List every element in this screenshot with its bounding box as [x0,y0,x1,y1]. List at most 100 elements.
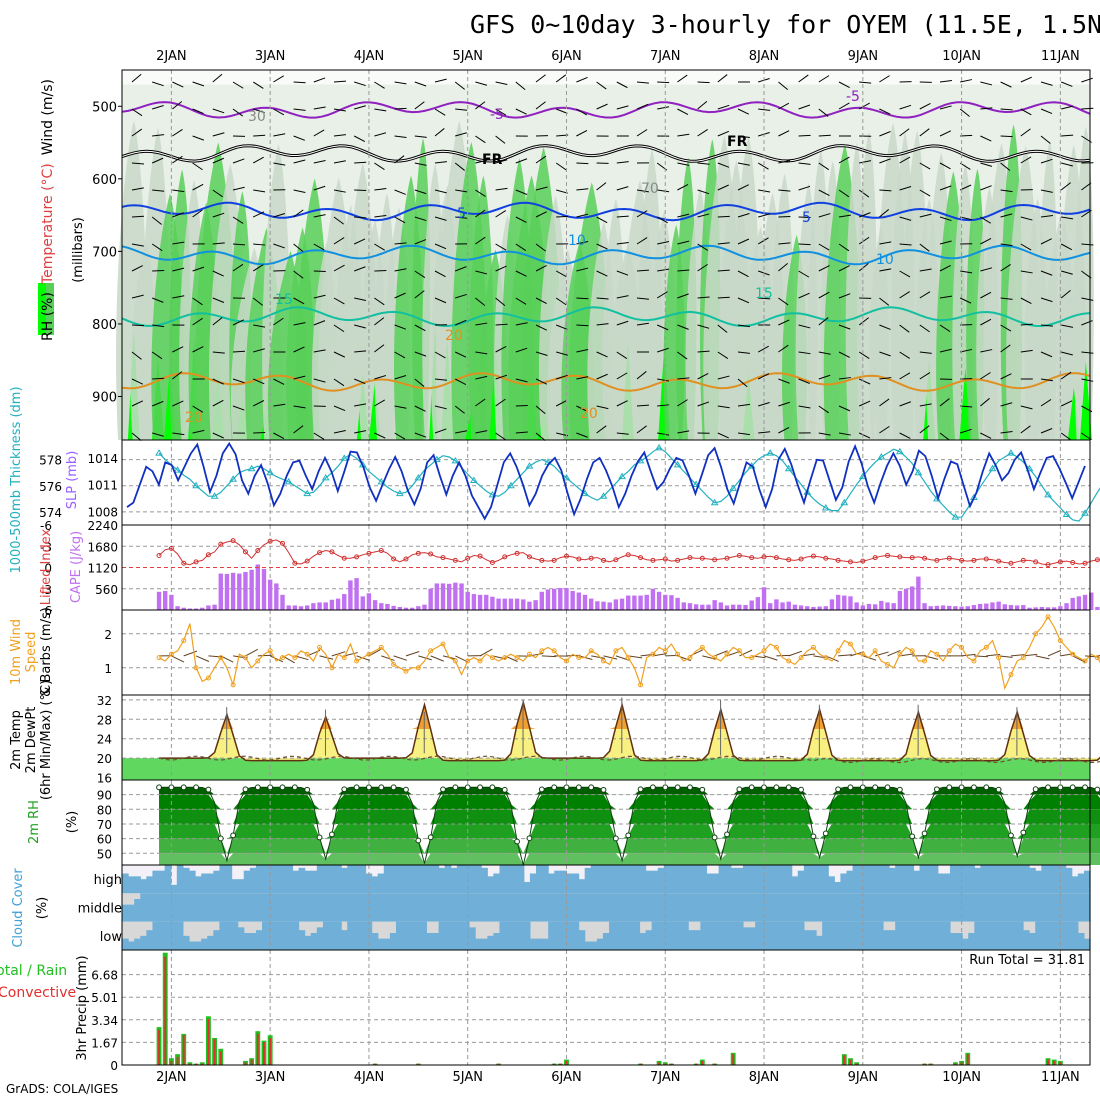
li-point [650,557,656,563]
cloud-bar-middle [621,893,628,922]
cloud-bar-high [913,870,921,894]
wind-barb [960,348,973,353]
cloud-bar-low [639,933,647,950]
wind-barb [576,405,588,412]
cape-bar [416,606,421,610]
wind-barb [1060,400,1073,407]
temp-tick: 28 [97,713,112,727]
cape-bar [218,573,223,610]
wind-speed-point [489,655,495,661]
wind-barb [818,108,829,117]
wind-speed-point [1008,672,1014,678]
wind-barb [354,297,367,302]
wind-barb [515,322,528,326]
cape-bar [588,598,594,610]
temp-tick: 32 [97,694,112,708]
contour-label: -5 [490,107,504,123]
wind-barb [495,432,506,441]
cloud-bar-low [389,933,397,950]
wind-barb [455,293,467,299]
wind-barb [131,215,145,218]
cloud-bar-high [980,865,988,894]
cape-bar [539,591,544,610]
cloud-bar-middle [353,893,361,922]
wind-barb [374,399,386,407]
wind-barb [1020,216,1033,221]
wind-barb [535,186,548,191]
cape-bar [200,607,205,610]
li-point [588,555,594,561]
cape-bar [329,599,335,610]
cape-tick: 560 [95,583,118,597]
wind-barb [919,189,931,197]
wind-barb [858,262,869,272]
cloud-bar-middle [858,893,866,922]
cape-bar [712,600,717,610]
cloud-bar-low [310,933,318,950]
wind-barb [192,81,205,87]
cloud-bar-high [152,870,160,894]
li-point [452,557,458,563]
contour-label: FR [482,152,503,168]
cloud-bar-middle [1083,893,1091,922]
cloud-bar-high [456,865,464,894]
cloud-bar-low [298,930,306,950]
contour-label: 10 [568,233,586,249]
wind-barb [919,425,930,434]
wind-barb [1000,81,1012,88]
wind-barb [374,432,386,439]
wind-barb [616,351,628,359]
precip-convective-bar [553,1063,556,1065]
cloud-bar-low [176,921,184,950]
wind-barb [778,378,790,384]
rh-band-fill [159,853,1100,865]
wind-barb [636,210,648,218]
cloud-bar-low [889,930,896,950]
wind-barb [576,297,589,300]
pressure-tick: 700 [92,245,117,260]
precip-axis-label-line: 3hr Precip (mm) [75,955,90,1060]
rh-point [958,784,965,791]
slp-axis-label: SLP (mb) [65,451,80,510]
cloud-bar-low [840,921,848,950]
cloud-bar-middle [700,893,708,922]
wind-barb [151,216,162,225]
wind-barb [455,319,467,326]
wind-speed-line [158,615,1100,691]
rh-point [180,784,187,791]
wind-speed-point [304,651,310,657]
pressure-tick: 800 [92,318,117,333]
wind-barb [1000,108,1013,111]
cloud-bar-middle [1041,893,1048,922]
rh-point [254,784,261,791]
precip-convective-bar [639,1063,642,1065]
wind-barb [939,295,952,299]
wind-barb [475,270,488,275]
cloud-bar-high [371,876,379,894]
cape-bar [681,602,686,610]
rh-point [810,833,817,840]
wind-barb [172,241,185,245]
wind-barb [495,323,508,326]
wind-speed-point [230,682,236,688]
cloud-bar-low [523,921,531,950]
wind-barb [555,270,567,278]
cloud-bar-low [335,921,342,950]
wind-barb [778,242,791,245]
wind-barb [657,241,670,245]
wind-barb [455,189,468,193]
wind-barb [1081,378,1094,382]
wind-barb [394,324,407,330]
cloud-bar-high [353,865,361,894]
wind-barb [899,291,910,299]
cloud-bar-low [657,921,665,950]
cape-bar [990,602,995,610]
wind-barb [1020,128,1031,137]
wind-barb-10m [862,655,877,661]
wind-barb [919,213,932,218]
slp-tick: 1008 [87,506,118,520]
wind-barb [838,351,850,358]
cloud-bar-middle [347,893,354,922]
wind-barb [354,266,366,272]
precip-convective-bar [960,1062,963,1065]
